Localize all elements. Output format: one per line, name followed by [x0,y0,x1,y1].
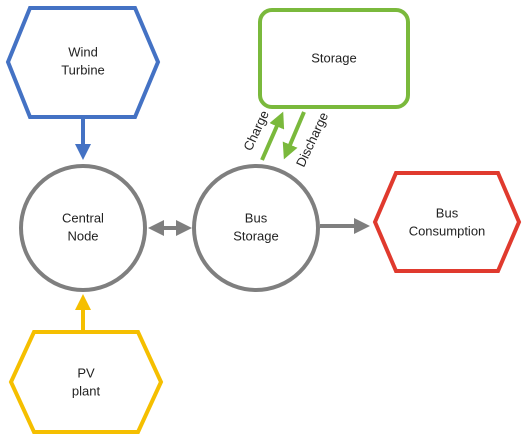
node-label: Central [62,210,104,225]
node-label: Bus [245,210,268,225]
bus-storage-shape [192,164,320,292]
pv-plant-shape [8,330,164,434]
wind-turbine-shape [5,6,161,119]
storage-shape [258,8,410,109]
node-label: Node [67,228,98,243]
node-label: Storage [233,228,279,243]
central-node-shape [19,164,147,292]
node-label: PV [77,365,95,380]
node-label: Consumption [409,223,486,238]
node-label: Wind [68,44,98,59]
edge-label: Discharge [293,110,331,169]
charge-arrow [260,111,285,161]
node-label: Turbine [61,62,105,77]
node-label: Bus [436,205,459,220]
discharge-arrow [282,111,306,160]
node-label: plant [72,383,101,398]
bus-consumption-shape [372,171,522,273]
node-label: Storage [311,50,357,65]
